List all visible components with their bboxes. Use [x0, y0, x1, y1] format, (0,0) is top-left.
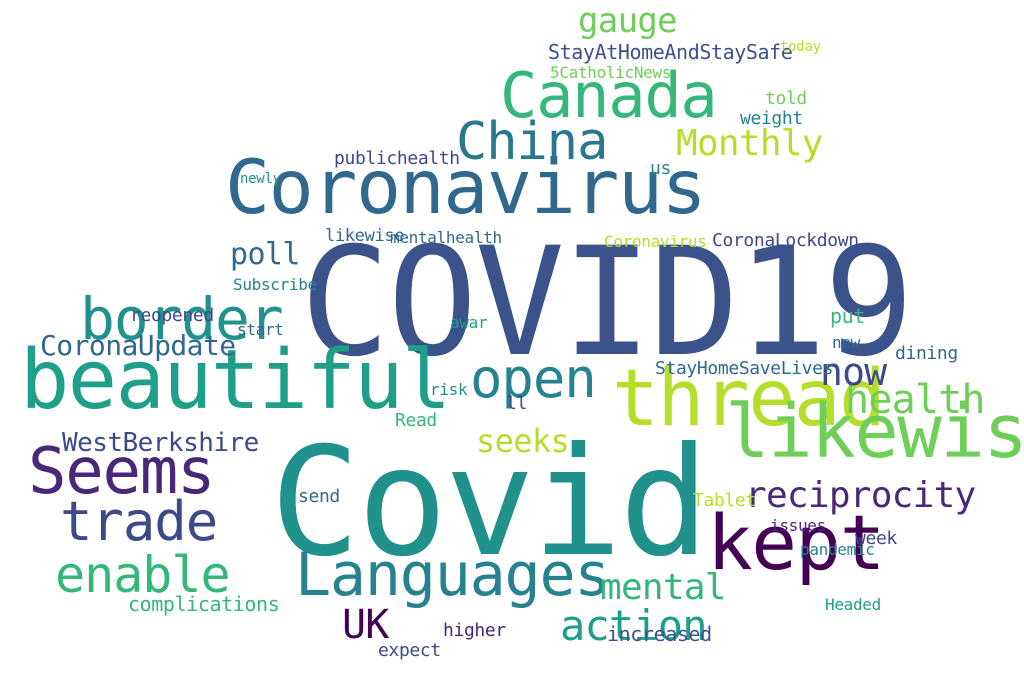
cloud-word: newly	[240, 171, 281, 187]
cloud-word: health	[845, 377, 986, 423]
cloud-word: Coronavirus	[604, 232, 707, 251]
cloud-word: gauge	[578, 1, 678, 41]
cloud-word: put	[830, 304, 865, 328]
cloud-word: now	[820, 350, 887, 394]
cloud-word: border	[80, 285, 284, 353]
cloud-word: told	[765, 88, 807, 109]
cloud-word: awar	[450, 313, 488, 332]
cloud-word: complications	[128, 592, 280, 616]
cloud-word: pandemic	[800, 540, 875, 559]
cloud-word: poll	[230, 237, 300, 272]
cloud-word: WestBerkshire	[62, 428, 259, 458]
cloud-word: action	[560, 601, 708, 650]
cloud-word: publichealth	[334, 148, 460, 169]
cloud-word: Coronavirus	[225, 143, 707, 231]
cloud-word: China	[456, 112, 608, 172]
cloud-word: Read	[395, 410, 437, 431]
cloud-word: likewise	[325, 226, 405, 246]
cloud-word: CoronaUpdate	[40, 329, 236, 362]
cloud-word: reopened	[130, 305, 214, 326]
cloud-word: Seems	[28, 435, 216, 509]
cloud-word: start	[237, 320, 284, 339]
cloud-word: Monthly	[676, 123, 823, 164]
cloud-word: dining	[895, 343, 958, 364]
cloud-word: open	[470, 347, 597, 410]
cloud-word: new	[832, 333, 860, 352]
cloud-word: risk	[430, 380, 468, 399]
cloud-word: kept	[707, 498, 885, 587]
cloud-word: mental	[600, 567, 726, 608]
cloud-word: Tablet	[693, 490, 756, 511]
cloud-word: increased	[607, 622, 712, 646]
cloud-word: weight	[740, 108, 803, 129]
cloud-word: seeks	[476, 422, 570, 460]
cloud-word: higher	[443, 620, 506, 641]
cloud-word: COVID19	[300, 216, 914, 390]
cloud-word: week	[855, 528, 897, 549]
cloud-word: Covid	[270, 416, 710, 590]
cloud-word: us	[650, 158, 671, 179]
cloud-word: Subscribe	[233, 275, 317, 294]
cloud-word: Languages	[295, 540, 611, 610]
cloud-word: today	[780, 39, 821, 55]
cloud-word: beautiful	[20, 333, 451, 428]
cloud-word: CoronaLockdown	[712, 230, 859, 251]
cloud-word: issues	[770, 516, 826, 535]
cloud-word: Canada	[500, 59, 718, 132]
cloud-word: likewise	[725, 389, 1024, 475]
cloud-word: StayAtHomeAndStaySafe	[548, 40, 793, 64]
cloud-word: UK	[342, 602, 389, 648]
cloud-word: Headed	[825, 595, 881, 614]
cloud-word: 5CatholicNews	[550, 63, 672, 82]
cloud-word: trade	[60, 490, 218, 553]
cloud-word: enable	[55, 546, 231, 604]
cloud-word: thread	[612, 354, 886, 444]
cloud-word: StayHomeSaveLives	[655, 358, 834, 379]
cloud-word: mentalhealth	[390, 228, 502, 247]
cloud-word: reciprocity	[745, 475, 976, 516]
cloud-word: expect	[378, 640, 441, 661]
cloud-word: send	[298, 486, 340, 507]
cloud-word: ll	[506, 393, 527, 414]
